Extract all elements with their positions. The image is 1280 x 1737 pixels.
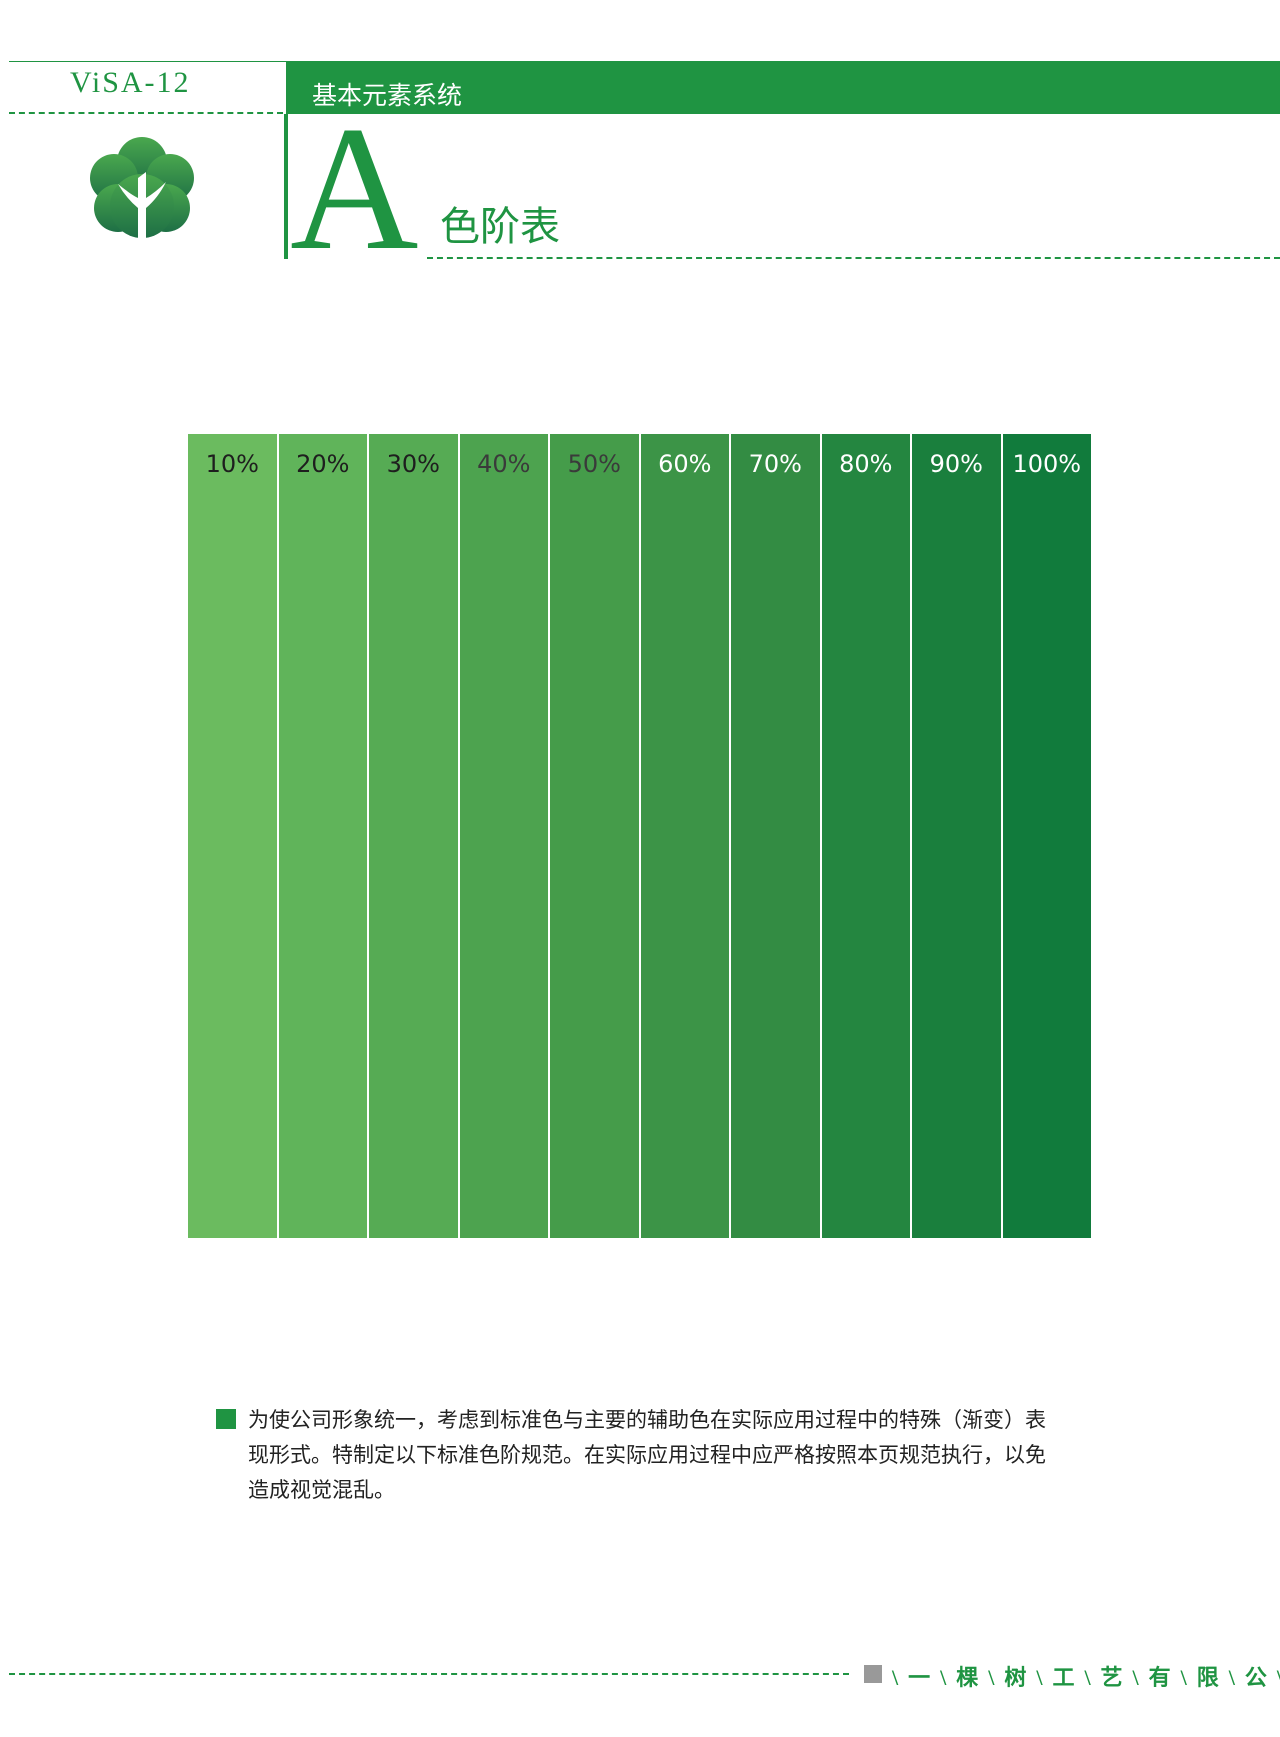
section-letter: A bbox=[290, 89, 419, 287]
swatch-label: 100% bbox=[1012, 450, 1082, 478]
section-title: 基本元素系统 bbox=[312, 81, 463, 110]
swatch: 20% bbox=[278, 434, 367, 1238]
note-line: 现形式。特制定以下标准色阶规范。在实际应用过程中应严格按照本页规范执行，以免 bbox=[248, 1443, 1046, 1467]
swatch-label: 70% bbox=[748, 450, 802, 478]
swatch-label: 20% bbox=[296, 450, 350, 478]
section-bar bbox=[286, 61, 1280, 114]
bullet bbox=[216, 1409, 236, 1429]
swatch: 90% bbox=[912, 434, 1001, 1238]
tree-logo bbox=[90, 137, 194, 240]
code: ViSA-12 bbox=[70, 66, 191, 99]
swatch-label: 60% bbox=[658, 450, 712, 478]
swatch: 50% bbox=[550, 434, 639, 1238]
swatch: 30% bbox=[369, 434, 458, 1238]
dashed-rule bbox=[427, 257, 1280, 259]
swatch-label: 10% bbox=[205, 450, 259, 478]
swatch-label: 80% bbox=[839, 450, 893, 478]
top-rule bbox=[9, 61, 286, 62]
swatch: 60% bbox=[640, 434, 729, 1238]
note: 为使公司形象统一，考虑到标准色与主要的辅助色在实际应用过程中的特殊（渐变）表 现形… bbox=[248, 1403, 1046, 1508]
swatch-label: 40% bbox=[477, 450, 531, 478]
swatch: 100% bbox=[1002, 434, 1091, 1238]
company: \一\棵\树\工\艺\有\限\公\司 bbox=[892, 1665, 1280, 1690]
page-title: 色阶表 bbox=[440, 204, 560, 250]
swatch-label: 50% bbox=[567, 450, 621, 478]
swatch: 80% bbox=[821, 434, 910, 1238]
swatch-label: 30% bbox=[386, 450, 440, 478]
vertical-rule bbox=[284, 114, 288, 259]
dashed-rule bbox=[9, 112, 283, 114]
note-line: 造成视觉混乱。 bbox=[248, 1478, 395, 1502]
swatch: 70% bbox=[731, 434, 820, 1238]
swatch: 40% bbox=[459, 434, 548, 1238]
footer-square bbox=[864, 1665, 882, 1683]
swatch-row: 10% 20% 30% 40% 50% 60% 70% 80% 90% 100% bbox=[188, 434, 1091, 1238]
note-line: 为使公司形象统一，考虑到标准色与主要的辅助色在实际应用过程中的特殊（渐变）表 bbox=[248, 1408, 1046, 1432]
swatch-label: 90% bbox=[929, 450, 983, 478]
swatch: 10% bbox=[188, 434, 277, 1238]
dashed-rule bbox=[9, 1673, 849, 1675]
